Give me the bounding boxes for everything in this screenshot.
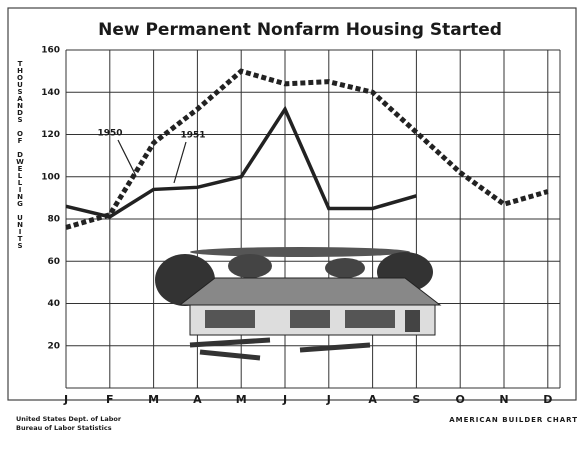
x-tick-label: M	[236, 393, 247, 406]
frame	[8, 8, 576, 400]
y-tick-label: 20	[47, 341, 60, 351]
y-tick-label: 120	[41, 130, 60, 140]
x-tick-label: J	[63, 393, 68, 406]
y-tick-label: 80	[47, 215, 60, 225]
x-tick-label: A	[368, 393, 377, 406]
y-tick-label: 40	[47, 299, 60, 309]
chart: New Permanent Nonfarm Housing Started TH…	[0, 0, 583, 446]
leader-line	[118, 140, 136, 176]
x-tick-label: S	[412, 393, 420, 406]
x-tick-label: N	[499, 393, 508, 406]
chart-title: New Permanent Nonfarm Housing Started	[98, 20, 502, 40]
legend-label: 1951	[180, 131, 205, 141]
y-axis-label: THOUSANDS OF DWELLING UNITS	[16, 60, 24, 249]
x-tick-label: J	[326, 393, 331, 406]
y-tick-label: 140	[41, 88, 60, 98]
x-tick-label: J	[282, 393, 287, 406]
x-tick-label: A	[193, 393, 202, 406]
y-tick-label: 160	[41, 46, 60, 56]
y-tick-label: 60	[47, 257, 60, 267]
y-tick-label: 100	[41, 172, 60, 182]
x-tick-label: F	[106, 393, 114, 406]
series-line	[66, 71, 548, 227]
x-tick-label: M	[148, 393, 159, 406]
credit: AMERICAN BUILDER CHART	[449, 416, 578, 424]
legend-label: 1950	[97, 129, 122, 139]
x-tick-label: D	[543, 393, 552, 406]
source-line: Bureau of Labor Statistics	[16, 424, 112, 432]
source-line: United States Dept. of Labor	[16, 415, 122, 423]
x-tick-label: O	[456, 393, 465, 406]
